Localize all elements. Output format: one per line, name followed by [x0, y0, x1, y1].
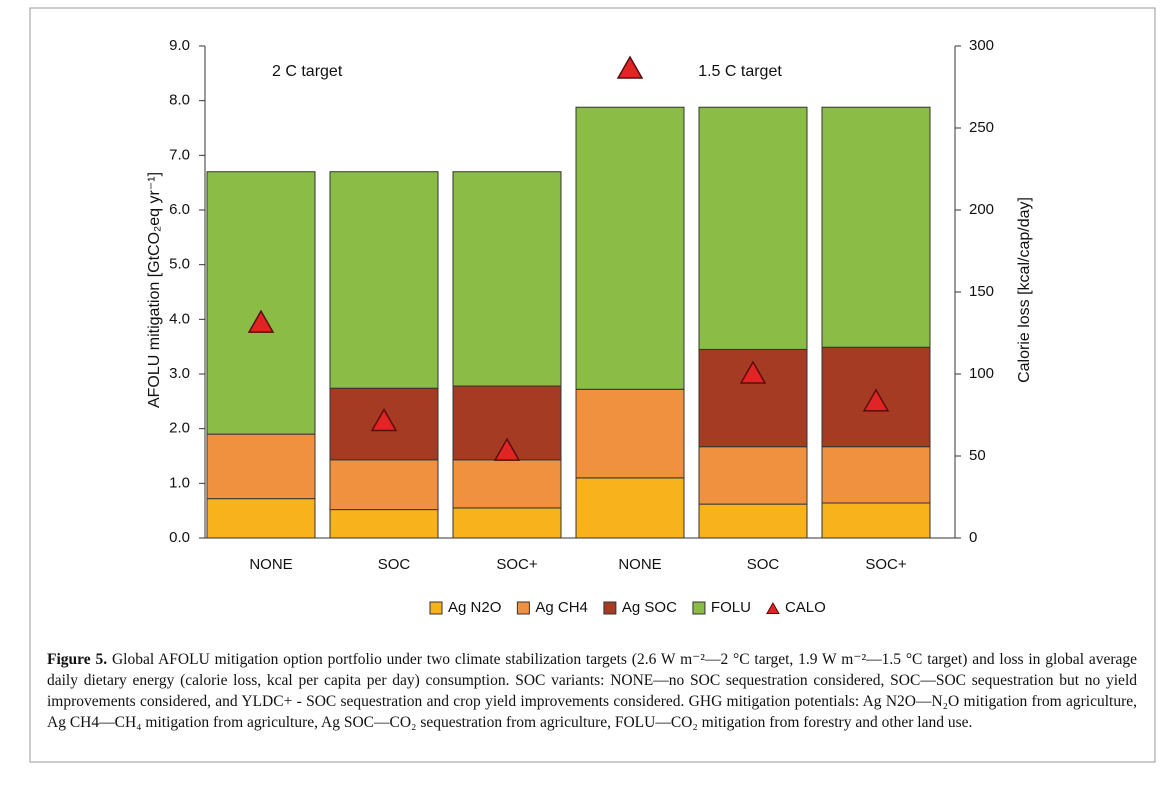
calorie-marker	[616, 55, 644, 79]
y-tick-label: 3.0	[169, 365, 190, 382]
bar-segment	[698, 446, 808, 505]
bar-segment	[329, 509, 439, 539]
calorie-marker	[370, 408, 398, 432]
calorie-marker	[739, 360, 767, 384]
bar-segment	[329, 171, 439, 389]
legend-label: CALO	[785, 599, 826, 616]
figure-border	[29, 7, 1156, 763]
x-tick-label: SOC	[747, 556, 780, 573]
caption-text: Global AFOLU mitigation option portfolio…	[47, 651, 1138, 731]
y-tick-label: 4.0	[169, 310, 190, 327]
legend-swatch	[603, 601, 617, 615]
y-tick-label: 5.0	[169, 256, 190, 273]
legend-swatch	[692, 601, 706, 615]
y2-tick-label: 300	[969, 37, 994, 54]
x-tick-label: NONE	[618, 556, 661, 573]
y-tick-label: 9.0	[169, 37, 190, 54]
legend-swatch	[516, 601, 530, 615]
bar-segment	[452, 171, 562, 387]
bar-segment	[206, 171, 316, 435]
caption-label: Figure 5.	[47, 651, 108, 668]
x-tick-label: NONE	[249, 556, 292, 573]
y2-axis-title: Calorie loss [kcal/cap/day]	[1016, 197, 1033, 383]
bar-segment	[206, 433, 316, 500]
bar-segment	[821, 106, 931, 348]
y-tick-label: 1.0	[169, 474, 190, 491]
y2-tick-label: 200	[969, 201, 994, 218]
legend-label: FOLU	[711, 599, 751, 616]
bar-segment	[575, 106, 685, 390]
y-tick-label: 8.0	[169, 92, 190, 109]
y-tick-label: 6.0	[169, 201, 190, 218]
x-tick-label: SOC	[378, 556, 411, 573]
x-tick-label: SOC+	[496, 556, 538, 573]
y2-tick-label: 150	[969, 283, 994, 300]
annotation: 1.5 C target	[698, 63, 782, 80]
y-tick-label: 2.0	[169, 420, 190, 437]
y-tick-label: 7.0	[169, 146, 190, 163]
bar-segment	[575, 388, 685, 479]
y2-tick-label: 100	[969, 365, 994, 382]
bar-segment	[821, 502, 931, 539]
bar-segment	[452, 507, 562, 539]
y2-tick-label: 250	[969, 119, 994, 136]
bar-segment	[821, 446, 931, 504]
y-tick-label: 0.0	[169, 529, 190, 546]
legend-label: Ag CH4	[535, 599, 588, 616]
legend-swatch	[766, 601, 780, 614]
legend-label: Ag SOC	[622, 599, 677, 616]
legend-label: Ag N2O	[448, 599, 501, 616]
y-axis-title: AFOLU mitigation [GtCO₂eq yr⁻¹]	[146, 172, 163, 408]
y2-tick-label: 0	[969, 529, 977, 546]
bar-segment	[206, 498, 316, 539]
bar-segment	[698, 503, 808, 539]
bar-segment	[452, 459, 562, 509]
bar-segment	[698, 106, 808, 350]
caption: Figure 5. Global AFOLU mitigation option…	[47, 649, 1137, 733]
y2-tick-label: 50	[969, 447, 986, 464]
annotation: 2 C target	[272, 63, 343, 80]
bar-segment	[575, 477, 685, 539]
x-tick-label: SOC+	[865, 556, 907, 573]
calorie-marker	[862, 388, 890, 412]
calorie-marker	[493, 437, 521, 461]
bar-segment	[329, 459, 439, 511]
legend-swatch	[429, 601, 443, 615]
calorie-marker	[247, 309, 275, 333]
